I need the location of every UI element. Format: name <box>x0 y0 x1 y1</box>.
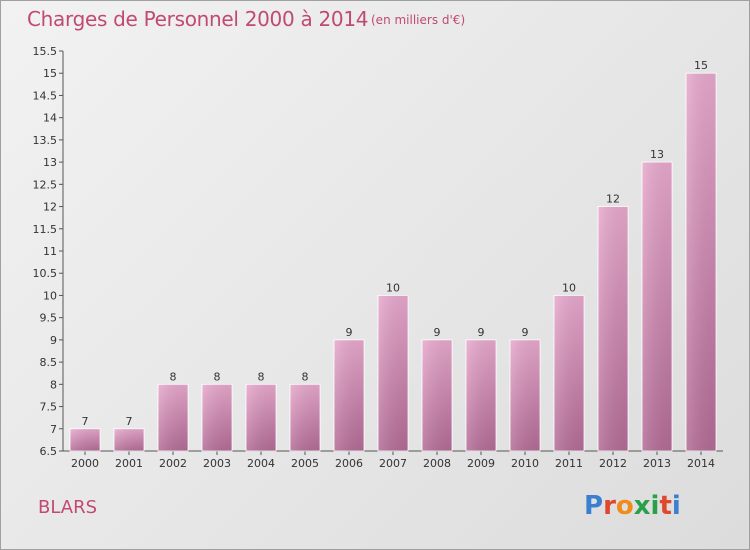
bar-value-label: 7 <box>82 415 89 428</box>
chart-subtitle: (en milliers d'€) <box>371 13 466 27</box>
logo-letter: i <box>671 491 681 521</box>
chart-title: Charges de Personnel 2000 à 2014 <box>27 7 369 31</box>
x-tick-label: 2014 <box>687 457 715 470</box>
bar-value-label: 8 <box>170 370 177 383</box>
x-tick-label: 2013 <box>643 457 671 470</box>
bar-shade <box>114 428 144 451</box>
y-tick-label: 9.5 <box>40 312 58 325</box>
x-tick-label: 2009 <box>467 457 495 470</box>
bar-shade <box>158 384 188 451</box>
logo-letter: i <box>650 491 660 521</box>
value-labels-group: 7 7 8 8 8 8 9 10 9 9 9 10 12 13 15 <box>82 59 709 428</box>
x-tick-label: 2006 <box>335 457 363 470</box>
proxiti-logo: Proxiti <box>584 491 681 521</box>
bar-value-label: 9 <box>346 326 353 339</box>
y-tick-label: 15.5 <box>33 45 58 58</box>
y-tick-label: 7 <box>50 423 57 436</box>
x-axis: 2000 2001 2002 2003 2004 2005 2006 2007 2008 2009… <box>63 450 723 470</box>
bar-value-label: 13 <box>650 148 664 161</box>
logo-letter: o <box>615 491 634 521</box>
bar-shade <box>334 339 364 451</box>
bar-value-label: 7 <box>126 415 133 428</box>
bar-shade <box>290 384 320 451</box>
bar-value-label: 9 <box>522 326 529 339</box>
bar-shade <box>246 384 276 451</box>
bar-value-label: 10 <box>562 281 576 294</box>
y-axis: 6.5 7 7.5 8 8.5 9 9.5 10 10.5 11 11.5 12 12.5 13 13.5 1… <box>33 45 64 458</box>
y-tick-label: 13.5 <box>33 134 58 147</box>
x-tick-label: 2003 <box>203 457 231 470</box>
bar-shade <box>422 339 452 451</box>
y-tick-label: 8 <box>50 378 57 391</box>
x-tick-label: 2005 <box>291 457 319 470</box>
x-tick-label: 2011 <box>555 457 583 470</box>
bar-value-label: 15 <box>694 59 708 72</box>
bar-value-label: 10 <box>386 281 400 294</box>
y-tick-label: 12.5 <box>33 178 58 191</box>
bar-value-label: 8 <box>302 370 309 383</box>
y-tick-label: 13 <box>43 156 57 169</box>
y-tick-label: 10 <box>43 289 57 302</box>
bar-value-label: 9 <box>434 326 441 339</box>
x-tick-label: 2001 <box>115 457 143 470</box>
y-tick-label: 11 <box>43 245 57 258</box>
y-tick-label: 6.5 <box>40 445 58 458</box>
y-tick-label: 12 <box>43 201 57 214</box>
bars-group <box>69 72 717 452</box>
logo-letter: x <box>633 491 651 521</box>
bar-value-label: 12 <box>606 193 620 206</box>
x-tick-label: 2012 <box>599 457 627 470</box>
y-tick-label: 10.5 <box>33 267 58 280</box>
x-tick-label: 2004 <box>247 457 275 470</box>
logo-letter: P <box>584 491 604 521</box>
logo-letter: r <box>603 491 616 521</box>
y-tick-label: 14 <box>43 112 57 125</box>
bar-shade <box>598 206 628 451</box>
bar-shade <box>642 162 672 451</box>
bar-value-label: 8 <box>258 370 265 383</box>
y-tick-label: 7.5 <box>40 401 58 414</box>
bar-value-label: 9 <box>478 326 485 339</box>
bar-value-label: 8 <box>214 370 221 383</box>
y-tick-label: 8.5 <box>40 356 58 369</box>
x-tick-label: 2000 <box>71 457 99 470</box>
bar-shade <box>202 384 232 451</box>
x-tick-label: 2007 <box>379 457 407 470</box>
bar-shade <box>70 428 100 451</box>
logo-letter: t <box>659 491 672 521</box>
commune-name: BLARS <box>38 497 98 518</box>
bar-shade <box>554 295 584 451</box>
bar-shade <box>510 339 540 451</box>
bar-shade <box>686 73 716 451</box>
x-tick-label: 2010 <box>511 457 539 470</box>
y-tick-label: 11.5 <box>33 223 58 236</box>
bar-shade <box>378 295 408 451</box>
bar-shade <box>466 339 496 451</box>
y-tick-label: 9 <box>50 334 57 347</box>
y-tick-label: 14.5 <box>33 89 58 102</box>
x-tick-label: 2002 <box>159 457 187 470</box>
x-tick-label: 2008 <box>423 457 451 470</box>
y-tick-label: 15 <box>43 67 57 80</box>
